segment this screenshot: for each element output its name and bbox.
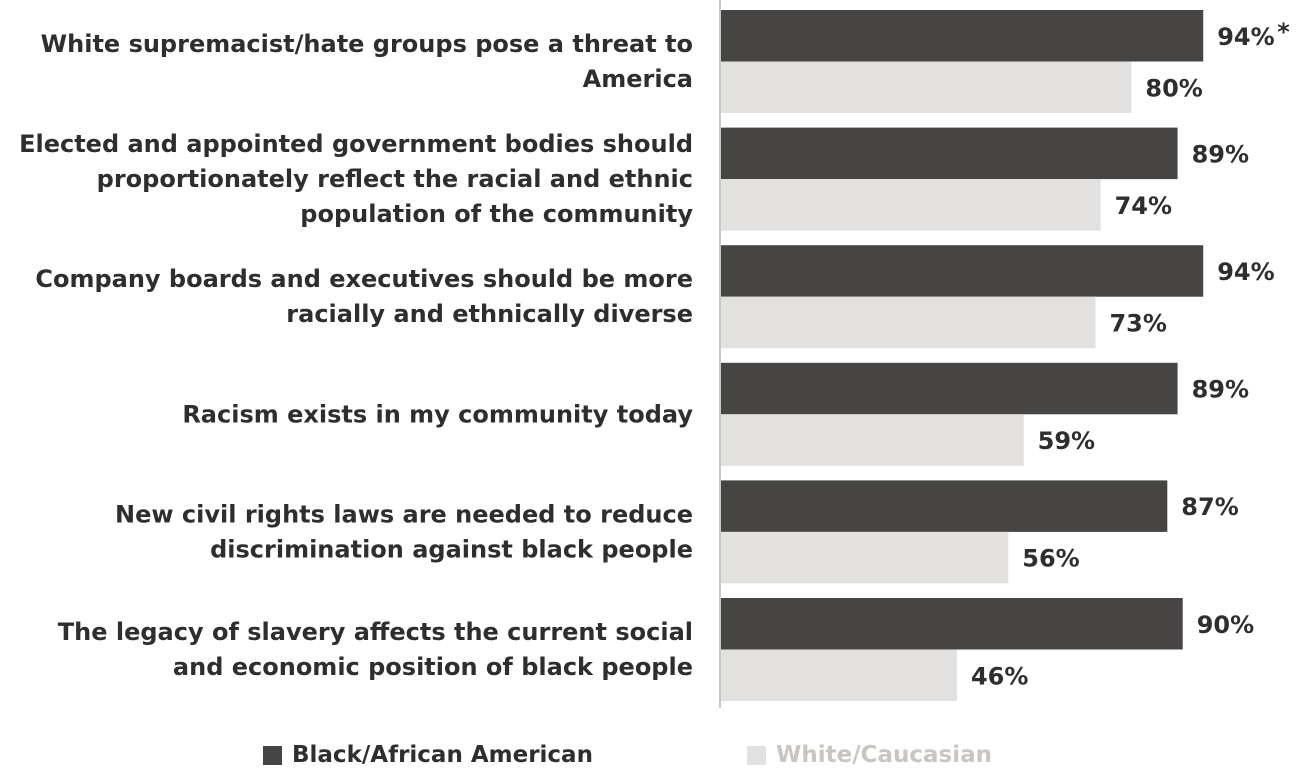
category-label-line: America	[583, 65, 693, 93]
category-label-line: Elected and appointed government bodies …	[19, 130, 693, 158]
category-label-line: White supremacist/hate groups pose a thr…	[41, 30, 693, 58]
category-label-line: The legacy of slavery affects the curren…	[58, 618, 693, 646]
category-label: The legacy of slavery affects the curren…	[58, 618, 693, 681]
bar-black	[721, 10, 1204, 62]
bar-white	[721, 296, 1096, 349]
legend-swatch-white	[747, 745, 766, 765]
bar-black	[721, 598, 1183, 650]
legend-item-black: Black/African American	[263, 742, 593, 768]
value-label-black: 89%	[1192, 376, 1249, 404]
bar-white	[721, 61, 1132, 113]
bar-black	[721, 480, 1168, 532]
bar-white	[721, 531, 1009, 584]
category-label: Elected and appointed government bodies …	[19, 130, 693, 228]
bar-black	[721, 127, 1178, 180]
value-label-white: 59%	[1038, 427, 1095, 455]
value-label-black: 94%	[1217, 23, 1274, 51]
bar-white	[721, 649, 957, 701]
value-label-white: 56%	[1022, 545, 1079, 573]
value-label-black: 90%	[1197, 611, 1254, 639]
value-label-black: 94%	[1217, 258, 1274, 286]
value-label-black: 89%	[1192, 140, 1249, 168]
annotation-asterisk: *	[1277, 18, 1290, 46]
legend-label-black: Black/African American	[292, 742, 593, 768]
bar-black	[721, 362, 1178, 415]
value-label-white: 80%	[1145, 74, 1202, 102]
bar-black	[721, 245, 1204, 297]
category-label: Company boards and executives should be …	[35, 265, 693, 328]
bar-white	[721, 414, 1024, 466]
legend-label-white: White/Caucasian	[776, 742, 993, 768]
category-label-line: racially and ethnically diverse	[286, 300, 693, 328]
value-label-white: 46%	[971, 662, 1028, 690]
legend-item-white: White/Caucasian	[747, 742, 992, 768]
category-label-line: Racism exists in my community today	[182, 400, 693, 428]
bar-white	[721, 179, 1101, 231]
legend-swatch-black	[263, 745, 282, 765]
category-label-line: proportionately reflect the racial and e…	[97, 165, 693, 193]
category-label-line: discrimination against black people	[210, 535, 693, 563]
value-label-black: 87%	[1181, 493, 1238, 521]
category-label: New civil rights laws are needed to redu…	[115, 500, 693, 563]
category-label-line: population of the community	[300, 200, 693, 228]
category-label: White supremacist/hate groups pose a thr…	[41, 30, 693, 93]
value-label-white: 73%	[1109, 309, 1166, 337]
category-label-line: New civil rights laws are needed to redu…	[115, 500, 693, 528]
category-label-line: and economic position of black people	[173, 653, 693, 681]
category-label-line: Company boards and executives should be …	[35, 265, 693, 293]
category-label: Racism exists in my community today	[182, 400, 693, 428]
value-label-white: 74%	[1115, 192, 1172, 220]
